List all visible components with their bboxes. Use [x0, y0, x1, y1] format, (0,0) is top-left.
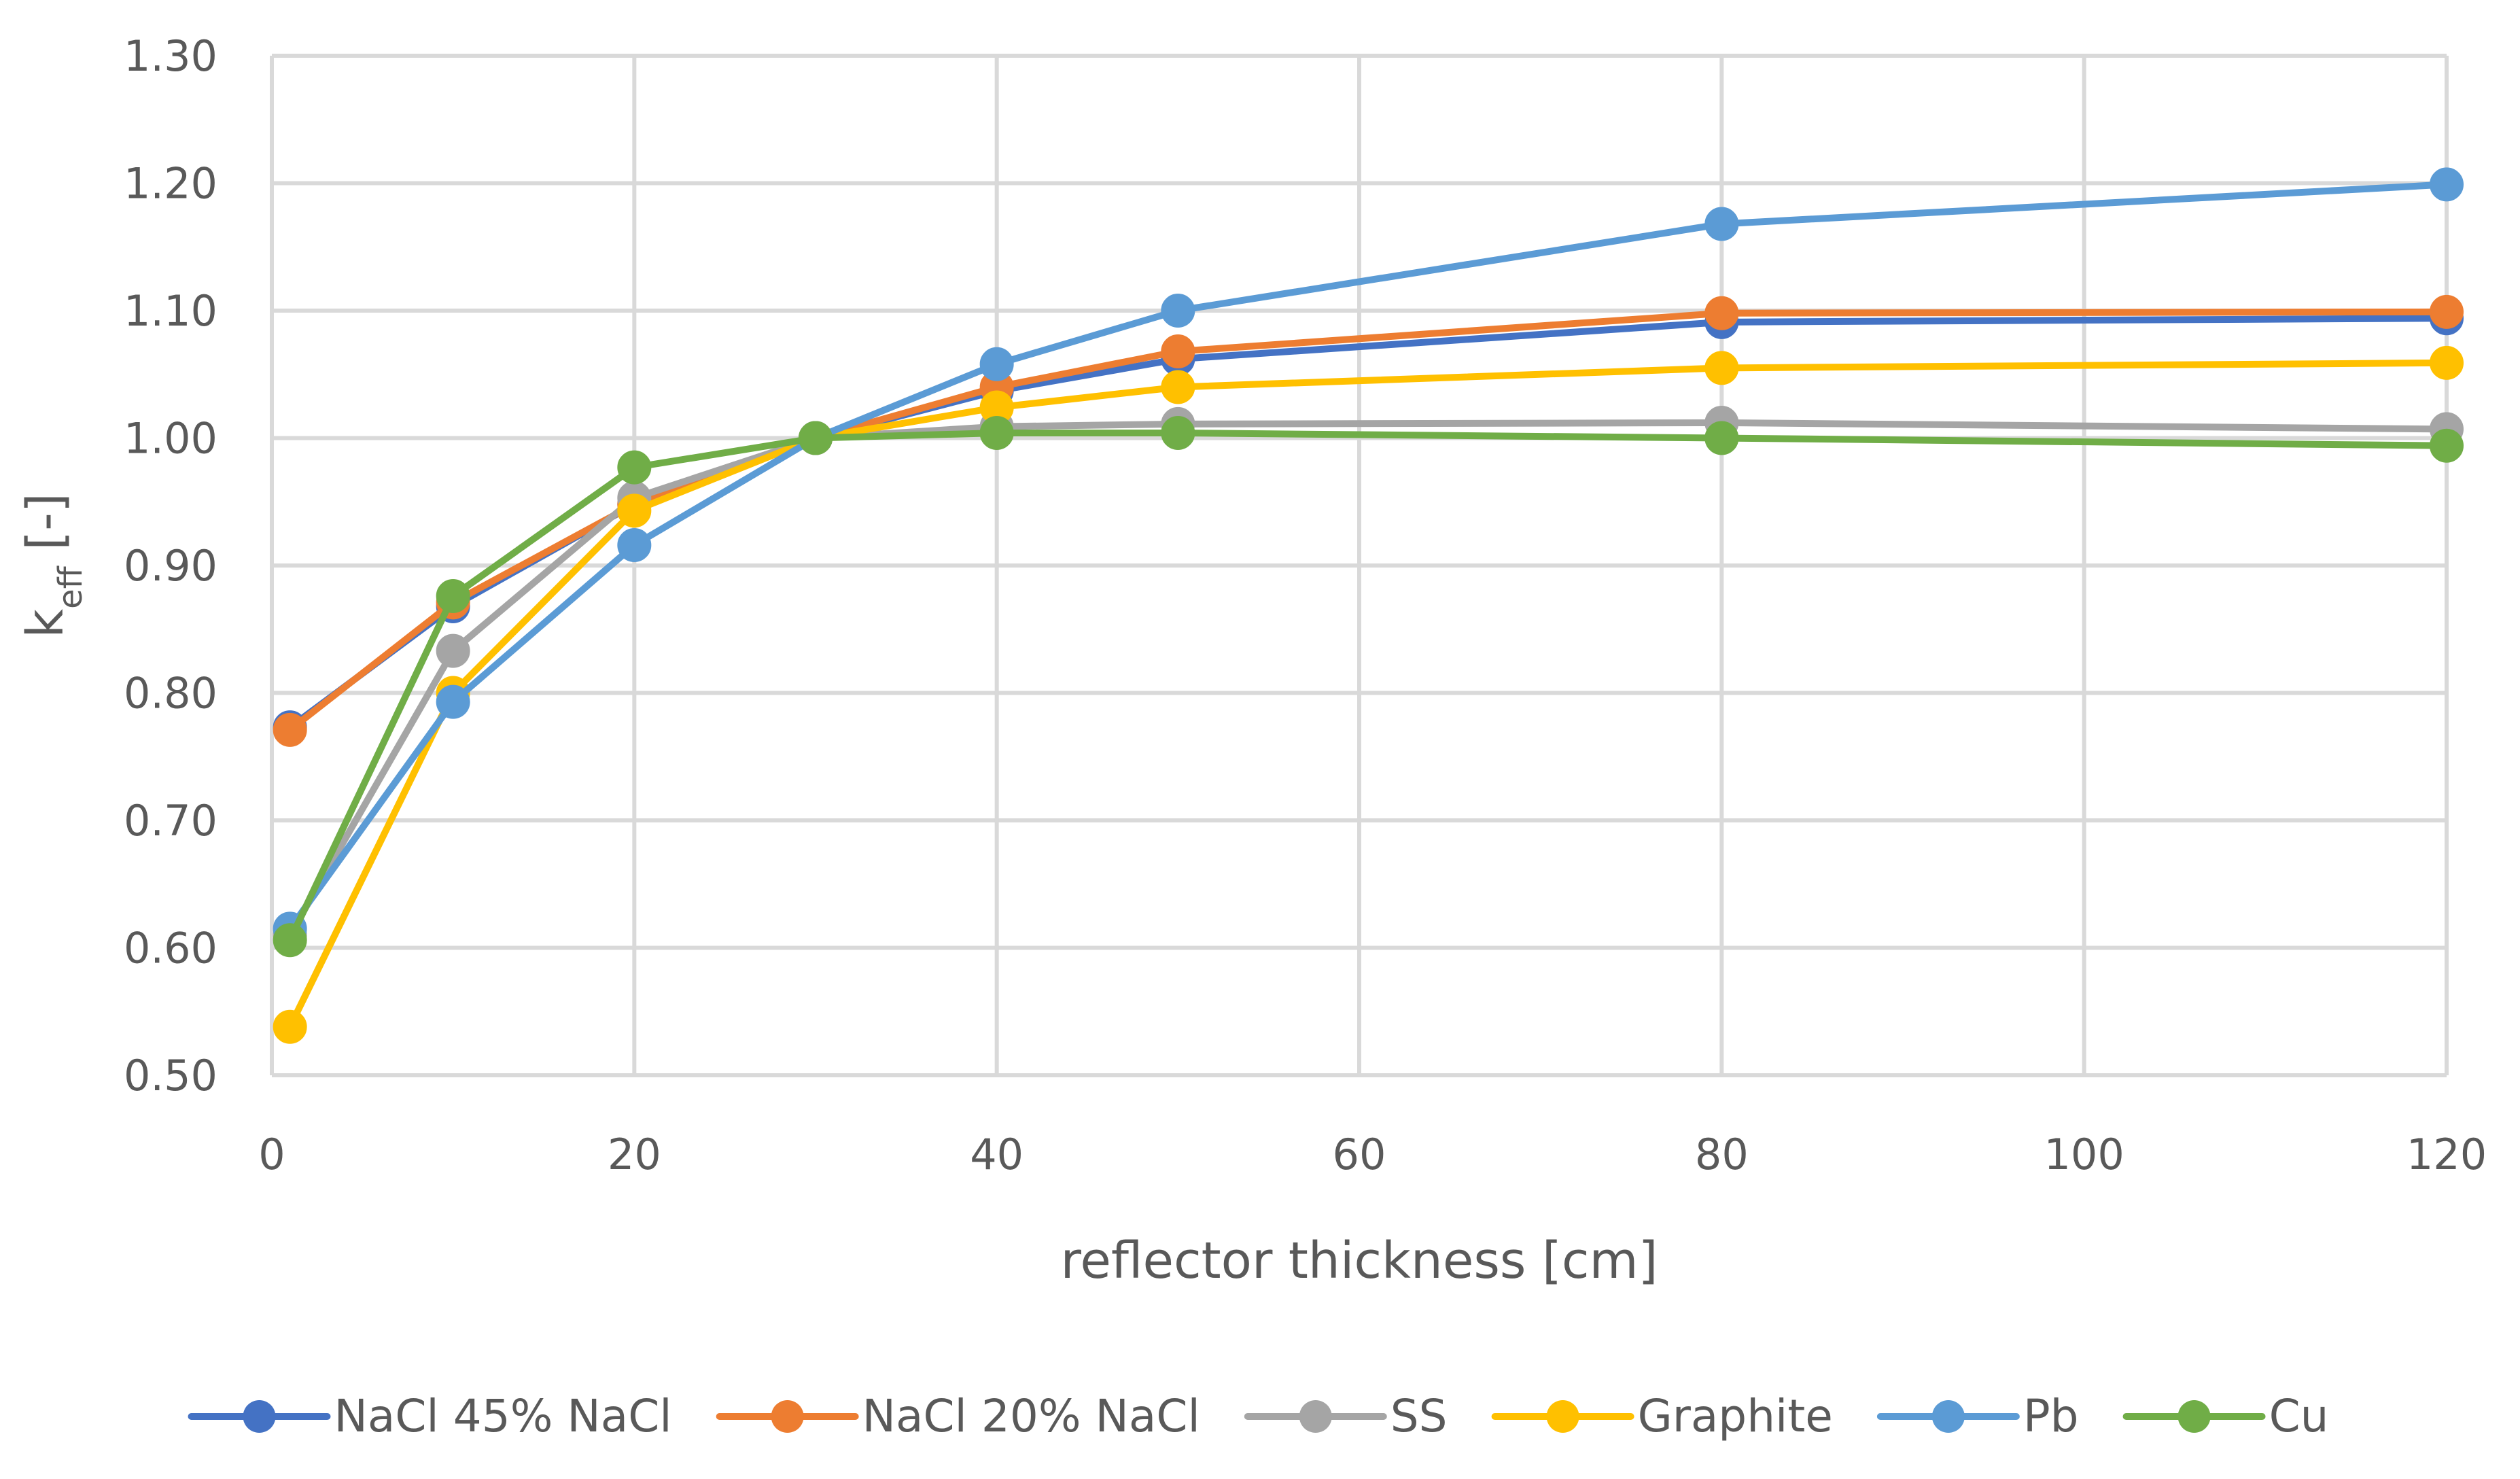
series-line-nacl-20pct-nacl: [286, 308, 2450, 733]
x-axis-title: reflector thickness [cm]: [1061, 1232, 1658, 1290]
data-point-ss: [436, 633, 470, 668]
series-line-graphite: [286, 359, 2450, 1030]
data-point-pb: [979, 347, 1014, 381]
data-point-pb: [1161, 294, 1195, 328]
y-tick-label: 0.80: [124, 669, 217, 718]
data-point-nacl-20pct-nacl: [1161, 334, 1195, 368]
data-point-graphite: [1161, 370, 1195, 404]
legend-item: NaCl 20% NaCl: [716, 1390, 1200, 1442]
data-point-cu: [799, 421, 833, 455]
y-axis-title-subscript: eff: [52, 566, 90, 609]
series-pb: [273, 167, 2464, 946]
data-point-pb: [617, 528, 652, 562]
y-tick-label: 1.10: [124, 286, 217, 336]
data-point-graphite: [1704, 351, 1739, 385]
data-point-graphite: [2430, 345, 2464, 380]
legend-marker-icon: [771, 1400, 804, 1433]
legend-label: Cu: [2269, 1390, 2329, 1442]
legend-marker-icon: [1299, 1400, 1332, 1433]
legend-label: NaCl 20% NaCl: [862, 1390, 1200, 1442]
grid-layer: [270, 54, 2449, 1077]
label-layer: 0.50 0.60 0.70 0.80 0.90 1.00 1.10 1.20 1.30 0 20 4…: [16, 31, 2487, 1290]
legend: NaCl 45% NaCl NaCl 20% NaCl SS Graphite Pb Cu: [188, 1390, 2329, 1442]
x-tick-label: 0: [258, 1130, 285, 1179]
data-point-cu: [436, 579, 470, 613]
data-point-pb: [2430, 167, 2464, 202]
data-point-cu: [273, 923, 307, 958]
y-tick-label: 1.20: [124, 159, 217, 209]
data-point-nacl-20pct-nacl: [1704, 296, 1739, 330]
data-point-nacl-20pct-nacl: [2430, 294, 2464, 329]
legend-item: SS: [1244, 1390, 1448, 1442]
data-point-pb: [1704, 207, 1739, 241]
legend-item: Graphite: [1491, 1390, 1833, 1442]
legend-label: Pb: [2023, 1390, 2079, 1442]
series-line-cu: [286, 430, 2450, 944]
legend-item: Cu: [2122, 1390, 2329, 1442]
y-tick-label: 1.00: [124, 414, 217, 464]
x-tick-label: 100: [2044, 1130, 2124, 1179]
series-line-ss: [286, 419, 2450, 939]
data-point-cu: [1704, 421, 1739, 455]
legend-marker-icon: [1931, 1400, 1965, 1433]
x-tick-label: 120: [2407, 1130, 2487, 1179]
data-point-cu: [1161, 416, 1195, 450]
x-tick-label: 80: [1695, 1130, 1749, 1179]
series-cu: [273, 416, 2464, 958]
y-axis-title: keff [-]: [16, 493, 90, 638]
legend-item: Pb: [1876, 1390, 2079, 1442]
legend-item: NaCl 45% NaCl: [188, 1390, 672, 1442]
x-tick-label: 40: [970, 1130, 1023, 1179]
legend-marker-icon: [243, 1400, 276, 1433]
data-point-pb: [436, 684, 470, 719]
data-point-graphite: [617, 493, 652, 528]
legend-marker-icon: [2177, 1400, 2211, 1433]
y-tick-label: 0.50: [124, 1051, 217, 1100]
x-tick-label: 60: [1333, 1130, 1386, 1179]
series-layer: [273, 167, 2464, 1044]
series-line-pb: [286, 181, 2450, 933]
data-point-graphite: [273, 1009, 307, 1044]
axis-layer: [270, 56, 2447, 1077]
y-tick-label: 0.70: [124, 796, 217, 846]
data-point-nacl-20pct-nacl: [273, 712, 307, 747]
y-tick-label: 0.90: [124, 541, 217, 591]
data-point-cu: [2430, 428, 2464, 463]
legend-label: SS: [1390, 1390, 1448, 1442]
y-tick-label: 1.30: [124, 31, 217, 81]
data-point-cu: [979, 416, 1014, 450]
x-tick-label: 20: [608, 1130, 661, 1179]
data-point-cu: [617, 450, 652, 485]
legend-label: NaCl 45% NaCl: [334, 1390, 672, 1442]
y-axis-title-base: k: [16, 609, 75, 638]
y-tick-label: 0.60: [124, 924, 217, 973]
legend-label: Graphite: [1638, 1390, 1833, 1442]
y-axis-title-suffix: [-]: [16, 493, 75, 566]
legend-marker-icon: [1546, 1400, 1579, 1433]
